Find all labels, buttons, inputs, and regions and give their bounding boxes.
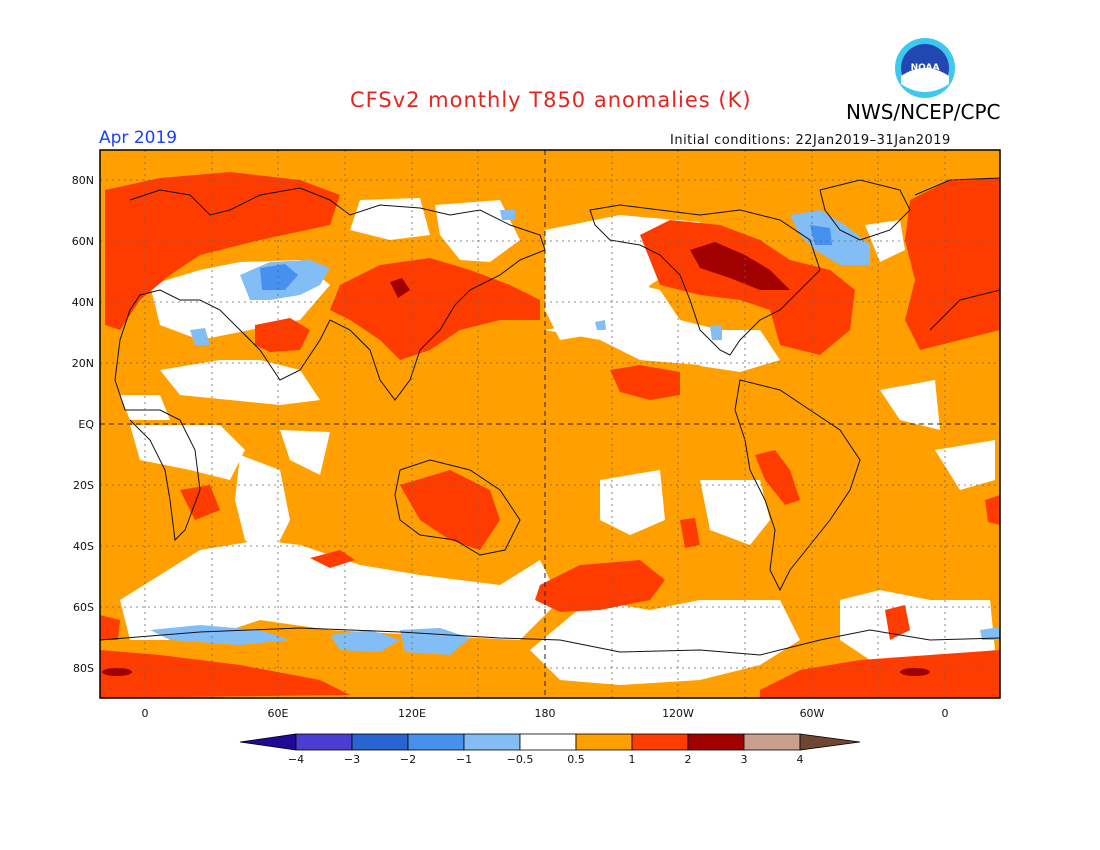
- lon-label: 120E: [398, 707, 426, 720]
- legend-swatch: [351, 733, 409, 751]
- legend-label: −4: [288, 753, 304, 766]
- legend-label: 1: [629, 753, 636, 766]
- lat-label: 20S: [73, 479, 94, 492]
- legend-swatch: [743, 733, 801, 751]
- lat-label: EQ: [78, 418, 94, 431]
- noaa-logo: NOAA: [895, 38, 955, 98]
- initial-conditions-label: Initial conditions: 22Jan2019–31Jan2019: [670, 133, 951, 148]
- agency-label: NWS/NCEP/CPC: [846, 100, 1001, 124]
- equator-dateline: [100, 150, 1000, 698]
- legend-arrow-left: [239, 733, 297, 751]
- legend-label: 0.5: [567, 753, 585, 766]
- map-frame: [99, 149, 1001, 699]
- legend-swatch: [519, 733, 577, 751]
- lon-label: 60W: [800, 707, 825, 720]
- valid-month-label: Apr 2019: [99, 128, 178, 148]
- legend-label: −2: [400, 753, 416, 766]
- lon-label: 0: [142, 707, 149, 720]
- legend-label: 2: [685, 753, 692, 766]
- legend-swatch: [631, 733, 689, 751]
- legend-label: 4: [797, 753, 804, 766]
- legend-swatch: [687, 733, 745, 751]
- latitude-labels: 80N 60N 40N 20N EQ 20S 40S 60S 80S: [72, 174, 95, 675]
- map-title: CFSv2 monthly T850 anomalies (K): [350, 88, 752, 112]
- legend-arrow-right: [799, 733, 861, 751]
- noaa-logo-text: NOAA: [911, 63, 940, 73]
- legend-label: −3: [344, 753, 360, 766]
- longitude-labels: 0 60E 120E 180 120W 60W 0: [142, 707, 949, 720]
- legend-label: −0.5: [507, 753, 534, 766]
- legend-label: −1: [456, 753, 472, 766]
- lat-label: 80S: [73, 662, 94, 675]
- anomaly-field: [100, 150, 1000, 698]
- lat-label: 60S: [73, 601, 94, 614]
- lat-label: 40N: [72, 296, 94, 309]
- lon-label: 60E: [268, 707, 289, 720]
- coastlines: [100, 177, 1000, 656]
- lat-label: 40S: [73, 540, 94, 553]
- lat-lon-grid: [100, 150, 1000, 698]
- legend-swatch: [407, 733, 465, 751]
- lat-label: 80N: [72, 174, 94, 187]
- legend-swatch: [575, 733, 633, 751]
- lat-label: 60N: [72, 235, 94, 248]
- legend-swatch: [463, 733, 521, 751]
- lon-label: 0: [942, 707, 949, 720]
- legend-label: 3: [741, 753, 748, 766]
- color-legend: −4 −3 −2 −1 −0.5 0.5 1 2 3 4: [239, 733, 861, 766]
- lat-label: 20N: [72, 357, 94, 370]
- stronger-cold-anomaly-areas: [260, 225, 832, 290]
- lon-label: 120W: [662, 707, 694, 720]
- strong-warm-anomaly-areas: [102, 242, 930, 676]
- legend-swatch: [295, 733, 353, 751]
- lon-label: 180: [535, 707, 556, 720]
